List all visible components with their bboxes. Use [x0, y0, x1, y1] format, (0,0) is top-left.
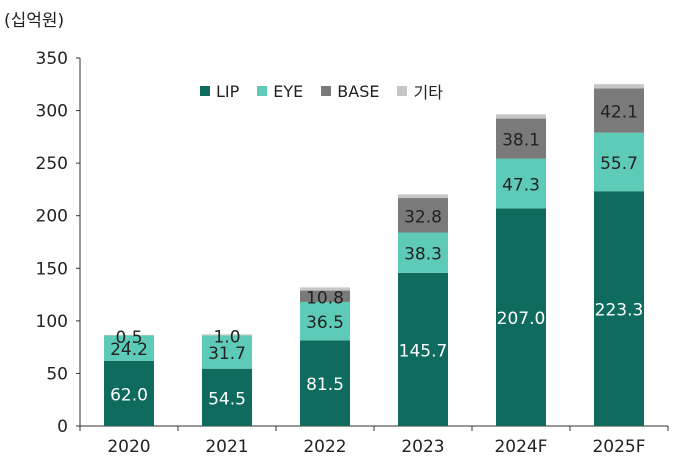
bar-segment-BASE: [398, 198, 448, 233]
legend-swatch-lip: [200, 86, 210, 96]
legend-swatch-base: [321, 86, 332, 96]
bar-segment-LIP: [496, 208, 546, 426]
legend-label-eye: EYE: [273, 81, 304, 101]
y-tick-label: 50: [46, 364, 68, 384]
bar-segment-BASE: [594, 88, 644, 133]
data-label: 62.0: [110, 385, 148, 405]
bar-segment-LIP: [104, 360, 154, 426]
data-label: 1.0: [213, 327, 240, 347]
bar-segment-기타: [594, 84, 644, 89]
data-label: 10.8: [306, 288, 344, 308]
data-label: 31.7: [208, 344, 246, 364]
data-label: 81.5: [306, 375, 344, 395]
bar-segment-LIP: [300, 340, 350, 426]
y-tick-label: 150: [36, 259, 68, 279]
y-tick-label: 0: [57, 417, 68, 437]
bar-segment-기타: [202, 334, 252, 336]
data-label: 42.1: [600, 103, 638, 123]
bar-segment-기타: [496, 114, 546, 119]
bar-segment-기타: [398, 194, 448, 199]
bar-segment-EYE: [300, 301, 350, 341]
legend-label-base: BASE: [337, 81, 380, 101]
bar-segment-EYE: [594, 132, 644, 192]
bar-segment-BASE: [496, 118, 546, 159]
bar-segment-EYE: [104, 335, 154, 361]
data-label: 55.7: [600, 154, 638, 174]
bar-segment-LIP: [202, 368, 252, 426]
bar-segment-LIP: [398, 272, 448, 426]
bar-segment-기타: [300, 287, 350, 291]
bar-segment-EYE: [496, 158, 546, 209]
legend-item-other: 기타: [397, 79, 443, 103]
y-tick-label: 100: [36, 312, 68, 332]
data-label: 54.5: [208, 389, 246, 409]
y-tick-label: 200: [36, 207, 68, 227]
bar-segment-기타: [104, 334, 154, 336]
bar-segment-LIP: [594, 191, 644, 426]
x-tick-label: 2024F: [494, 437, 547, 457]
data-label: 223.3: [595, 301, 644, 321]
data-label: 36.5: [306, 313, 344, 333]
legend-item-lip: LIP: [200, 79, 239, 103]
legend-item-eye: EYE: [257, 79, 303, 103]
x-tick-label: 2023: [401, 437, 444, 457]
bar-segment-BASE: [300, 290, 350, 302]
x-tick-label: 2022: [303, 437, 346, 457]
data-label: 32.8: [404, 207, 442, 227]
data-label: 38.1: [502, 131, 540, 151]
chart-legend: LIP EYE BASE 기타: [200, 79, 443, 103]
y-axis-unit-label: (십억원): [4, 11, 65, 31]
bar-segment-EYE: [202, 335, 252, 369]
legend-swatch-eye: [257, 86, 268, 96]
y-tick-label: 300: [36, 102, 68, 122]
data-label: 145.7: [399, 341, 448, 361]
x-tick-label: 2025F: [592, 437, 645, 457]
legend-label-other: 기타: [413, 83, 443, 102]
data-label: 207.0: [497, 309, 546, 329]
legend-label-lip: LIP: [216, 81, 240, 101]
x-tick-label: 2020: [107, 437, 150, 457]
data-label: 24.2: [110, 340, 148, 360]
legend-item-base: BASE: [321, 79, 379, 103]
legend-swatch-other: [397, 86, 408, 96]
bar-segment-EYE: [398, 232, 448, 273]
data-label: 38.3: [404, 245, 442, 265]
x-tick-label: 2021: [205, 437, 248, 457]
data-label: 0.5: [115, 328, 142, 348]
data-label: 47.3: [502, 175, 540, 195]
y-tick-label: 250: [36, 154, 68, 174]
y-tick-label: 350: [36, 49, 68, 69]
